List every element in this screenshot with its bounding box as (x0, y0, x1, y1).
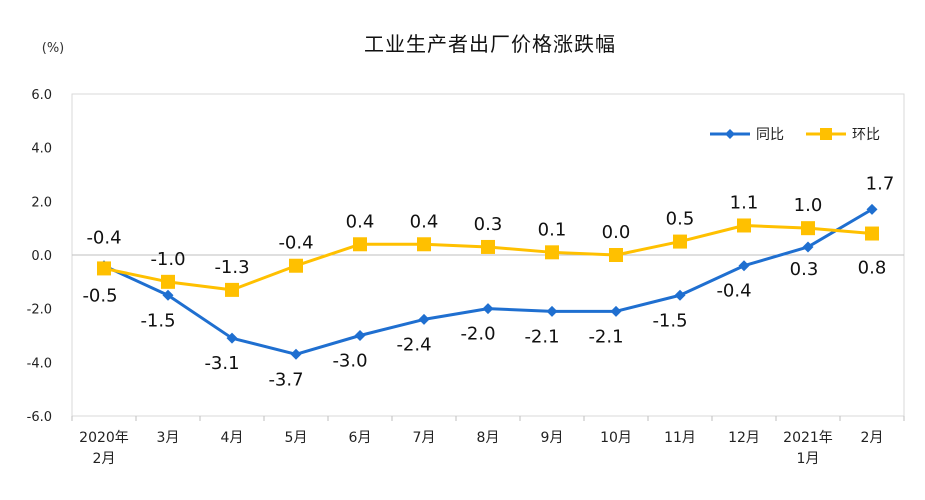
mom-data-label: -1.3 (214, 257, 249, 278)
yoy-data-label: -0.4 (86, 228, 121, 249)
chart-title: 工业生产者出厂价格涨跌幅 (364, 32, 616, 56)
yoy-data-label: -3.0 (332, 351, 367, 372)
x-tick-label: 4月 (221, 430, 244, 446)
yoy-point (162, 289, 174, 301)
x-tick-label: 2021年 (783, 430, 833, 446)
mom-point (353, 237, 367, 252)
yoy-point (610, 305, 622, 317)
y-tick-label: 4.0 (31, 142, 52, 157)
x-tick-label: 8月 (477, 430, 500, 446)
y-tick-label: -6.0 (27, 410, 52, 425)
yoy-data-label: -2.4 (396, 334, 431, 355)
yoy-data-label: 1.7 (866, 173, 895, 194)
mom-data-label: -1.0 (150, 249, 185, 270)
yoy-data-label: -1.5 (652, 310, 687, 331)
x-tick-label: 2月 (93, 451, 116, 467)
mom-point (481, 239, 495, 254)
mom-point (737, 218, 751, 233)
mom-point (289, 258, 303, 273)
mom-point (673, 234, 687, 249)
yoy-point (546, 305, 558, 317)
x-tick-label: 12月 (728, 430, 760, 446)
x-tick-label: 3月 (157, 430, 180, 446)
x-tick-label: 11月 (664, 430, 696, 446)
yoy-point (418, 313, 430, 325)
mom-data-label: 0.5 (666, 209, 695, 230)
mom-data-label: 0.3 (474, 214, 503, 235)
mom-data-label: -0.4 (278, 233, 313, 254)
mom-point (609, 248, 623, 262)
yoy-data-label: -0.4 (716, 281, 751, 302)
x-tick-label: 5月 (285, 430, 308, 446)
yoy-point (738, 260, 750, 272)
yoy-point (866, 203, 878, 215)
legend-marker (725, 129, 735, 139)
yoy-data-label: -3.7 (268, 369, 303, 390)
y-tick-label: 6.0 (31, 88, 52, 103)
mom-data-label: 0.1 (538, 219, 567, 240)
yoy-data-label: -2.1 (588, 326, 623, 347)
mom-point (161, 274, 175, 289)
y-tick-label: -2.0 (27, 303, 52, 318)
mom-data-label: 1.0 (794, 195, 823, 216)
mom-data-label: 0.0 (602, 222, 631, 243)
yoy-data-label: -1.5 (140, 310, 175, 331)
mom-point (97, 261, 111, 276)
yoy-point (482, 303, 494, 315)
yoy-data-label: -2.1 (524, 326, 559, 347)
yoy-point (802, 241, 814, 253)
yoy-point (226, 332, 238, 344)
x-tick-label: 7月 (413, 430, 436, 446)
mom-data-label: 0.8 (858, 258, 887, 279)
x-tick-label: 1月 (797, 451, 820, 467)
mom-point (417, 237, 431, 252)
yoy-point (290, 348, 302, 360)
mom-data-label: 1.1 (730, 192, 759, 213)
yoy-data-label: 0.3 (790, 259, 819, 280)
mom-data-label: 0.4 (410, 211, 439, 232)
yoy-data-label: -2.0 (460, 324, 495, 345)
yoy-point (354, 330, 366, 341)
x-tick-label: 6月 (349, 430, 372, 446)
legend-label: 同比 (756, 127, 784, 143)
mom-data-label: -0.5 (82, 285, 117, 306)
legend-marker (820, 128, 832, 140)
x-tick-label: 2月 (861, 430, 884, 446)
yoy-point (674, 289, 686, 301)
y-tick-label: 2.0 (31, 195, 52, 210)
x-tick-label: 10月 (600, 430, 632, 446)
yoy-data-label: -3.1 (204, 353, 239, 374)
y-tick-label: -4.0 (27, 356, 52, 371)
y-axis-unit: (%) (42, 41, 65, 56)
mom-data-label: 0.4 (346, 211, 375, 232)
x-tick-label: 2020年 (79, 430, 129, 446)
mom-point (801, 221, 815, 236)
x-tick-label: 9月 (541, 430, 564, 446)
legend-label: 环比 (852, 127, 880, 143)
mom-point (865, 226, 879, 241)
mom-point (545, 245, 559, 260)
y-tick-label: 0.0 (31, 249, 52, 264)
mom-point (225, 282, 239, 297)
